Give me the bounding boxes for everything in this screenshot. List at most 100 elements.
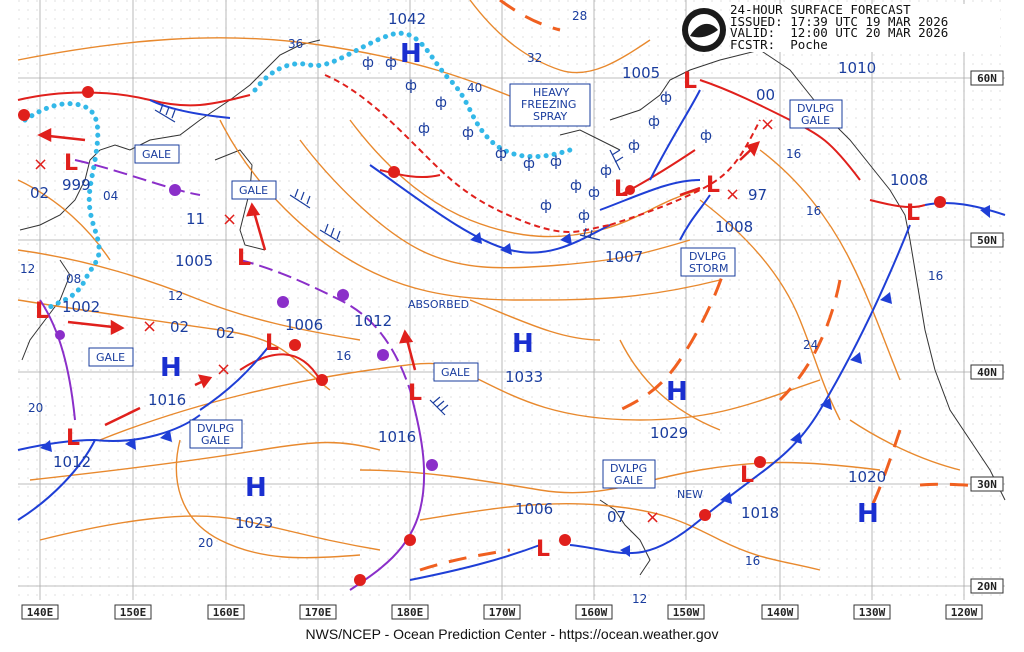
isobar-label: 12 xyxy=(632,592,647,606)
dvlpg-gale-line: GALE xyxy=(614,474,643,487)
pressure-label: 1006 xyxy=(285,316,323,334)
svg-text:ф: ф xyxy=(570,178,582,194)
movement-arrows xyxy=(37,127,761,427)
pressure-label: 1018 xyxy=(741,504,779,522)
longitude-label-box xyxy=(667,604,705,620)
latitude-axis: 60N 50N 40N 30N 20N xyxy=(970,70,1004,594)
high-center-1016-symbol: H xyxy=(160,353,182,383)
svg-text:×: × xyxy=(222,209,237,230)
pressure-label: 00 xyxy=(756,86,775,104)
latitude-label-box xyxy=(970,364,1004,380)
pressure-label: 02 xyxy=(30,184,49,202)
freezing-spray-line: SPRAY xyxy=(533,110,567,123)
dvlpg-gale-line: DVLPG xyxy=(610,462,647,475)
svg-text:ф: ф xyxy=(495,146,507,162)
forecast-issued: ISSUED: 17:39 UTC 19 MAR 2026 xyxy=(730,13,949,29)
pressure-label: 1008 xyxy=(890,171,928,189)
svg-text:ф: ф xyxy=(462,125,474,141)
isobar-label: 08 xyxy=(66,272,81,286)
longitude-label: 150W xyxy=(673,606,700,619)
svg-text:×: × xyxy=(645,507,660,528)
gale-warning: GALE xyxy=(231,180,277,200)
labels: H 1042 H 1033 H 1029 H 1023 H 1020 H 101… xyxy=(20,9,943,606)
latitude-label-box xyxy=(970,70,1004,86)
high-center-1042-pressure: 1042 xyxy=(388,10,426,28)
isobar-label: 16 xyxy=(336,349,351,363)
longitude-label: 120W xyxy=(951,606,978,619)
latitude-label: 40N xyxy=(977,366,997,379)
pressure-label: 1010 xyxy=(838,59,876,77)
isobar-label: 12 xyxy=(168,289,183,303)
svg-text:L: L xyxy=(614,177,628,202)
isobar-label: 04 xyxy=(103,189,118,203)
latitude-label: 20N xyxy=(977,580,997,593)
new-annotation: NEW xyxy=(677,488,703,501)
longitude-label-box xyxy=(761,604,799,620)
svg-text:ф: ф xyxy=(550,154,562,170)
svg-text:L: L xyxy=(265,331,279,356)
isobar-label: 28 xyxy=(572,9,587,23)
latitude-label-box xyxy=(970,476,1004,492)
isobars xyxy=(17,0,961,571)
longitude-axis: 140E 150E 160E 170E 180E 170W 160W 150W 140W 130W… xyxy=(18,603,1005,621)
isobar-label: 32 xyxy=(527,51,542,65)
longitude-label-box xyxy=(114,604,152,620)
svg-text:L: L xyxy=(64,151,78,176)
longitude-label: 130W xyxy=(859,606,886,619)
svg-text:ф: ф xyxy=(628,138,640,154)
isobar-label: 16 xyxy=(928,269,943,283)
isobar-label: 16 xyxy=(806,204,821,218)
fronts xyxy=(17,0,1006,591)
x-markers: × × × × × × × xyxy=(33,114,775,528)
svg-text:L: L xyxy=(740,463,754,488)
isobar-label: 16 xyxy=(745,554,760,568)
svg-text:ф: ф xyxy=(588,185,600,201)
svg-text:ф: ф xyxy=(523,156,535,172)
longitude-label-box xyxy=(299,604,337,620)
isobar-label: 12 xyxy=(20,262,35,276)
gale-warning: GALE xyxy=(134,144,180,164)
high-center-1042-symbol: H xyxy=(400,39,422,69)
svg-text:×: × xyxy=(760,114,775,135)
svg-text:L: L xyxy=(408,381,422,406)
svg-text:L: L xyxy=(35,299,49,324)
pressure-label: 1016 xyxy=(378,428,416,446)
high-center-1033-symbol: H xyxy=(512,329,534,359)
wind-barbs xyxy=(154,103,624,416)
high-center-1033-pressure: 1033 xyxy=(505,368,543,386)
svg-text:ф: ф xyxy=(648,114,660,130)
svg-text:ф: ф xyxy=(660,90,672,106)
pressure-label: 02 xyxy=(216,324,235,342)
gale-warning: GALE xyxy=(433,362,479,382)
longitude-label-box xyxy=(483,604,521,620)
isobar-label: 40 xyxy=(467,81,482,95)
svg-text:ф: ф xyxy=(578,208,590,224)
longitude-label: 140E xyxy=(27,606,54,619)
svg-text:ф: ф xyxy=(405,78,417,94)
pressure-label: 1012 xyxy=(53,453,91,471)
freezing-spray-line: FREEZING xyxy=(521,98,576,111)
absorbed-annotation: ABSORBED xyxy=(408,298,469,311)
high-center-1029-pressure: 1029 xyxy=(650,424,688,442)
svg-text:L: L xyxy=(237,246,251,271)
isobar-label: 36 xyxy=(288,37,303,51)
isobar-label: 20 xyxy=(28,401,43,415)
longitude-label: 170W xyxy=(489,606,516,619)
svg-text:×: × xyxy=(216,359,231,380)
pressure-label: 1005 xyxy=(622,64,660,82)
isobar-label: 24 xyxy=(803,338,818,352)
forecast-valid: VALID: 12:00 UTC 20 MAR 2026 xyxy=(730,25,949,40)
svg-text:L: L xyxy=(536,537,550,562)
longitude-label-box xyxy=(391,604,429,620)
freezing-spray-line: HEAVY xyxy=(533,86,570,99)
dvlpg-gale-line: GALE xyxy=(801,114,830,127)
svg-text:ф: ф xyxy=(418,121,430,137)
pressure-label: 1012 xyxy=(354,312,392,330)
pressure-label: 999 xyxy=(62,176,91,194)
longitude-label-box xyxy=(21,604,59,620)
longitude-label: 170E xyxy=(305,606,332,619)
longitude-label-box xyxy=(575,604,613,620)
svg-text:ф: ф xyxy=(435,95,447,111)
